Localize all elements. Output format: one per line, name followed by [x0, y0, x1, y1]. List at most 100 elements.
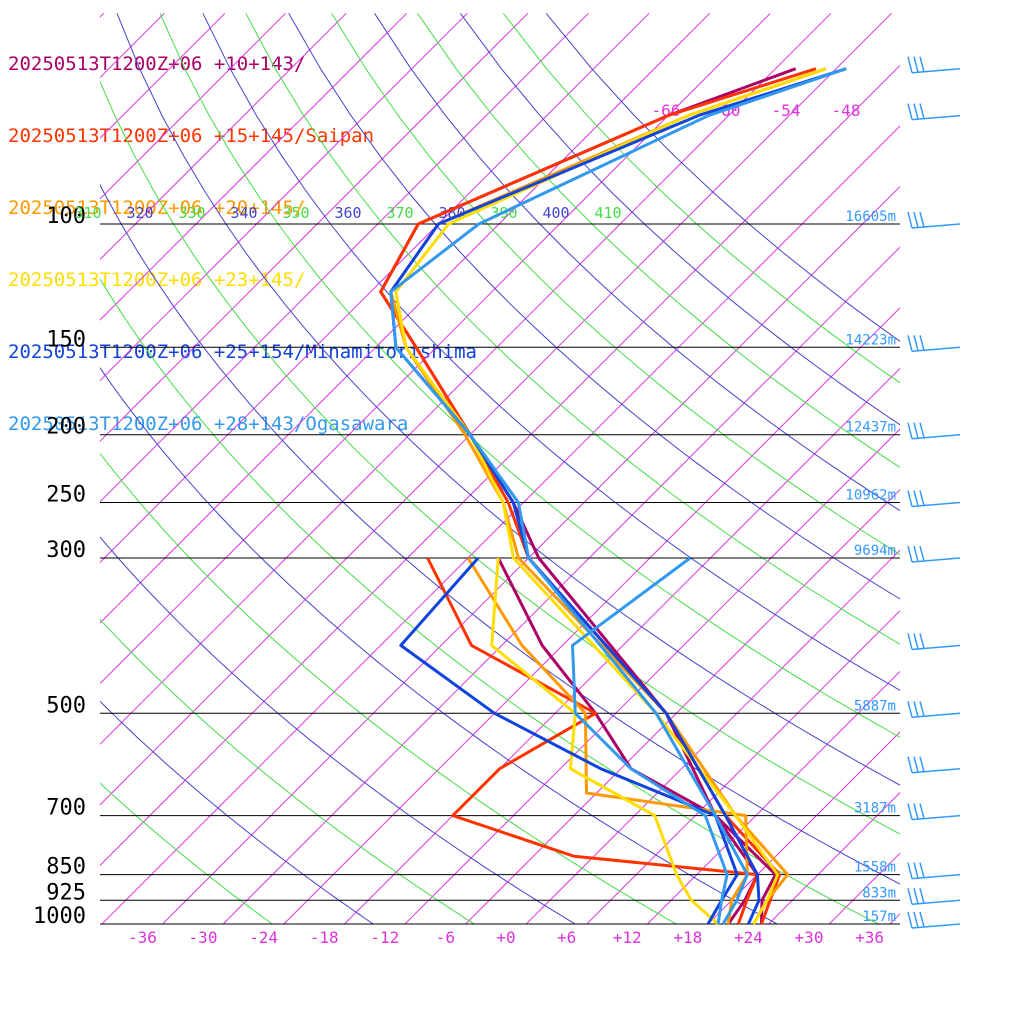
isotherm-line — [828, 852, 900, 924]
legend-item-3: 20250513T1200Z+06 +23+145/ — [8, 269, 306, 291]
isotherm-line — [525, 549, 900, 924]
wind-barb-feather — [919, 103, 925, 119]
sounding-profiles — [379, 67, 847, 926]
isotherm-line — [1011, 13, 1024, 924]
isotherm-line — [100, 12, 771, 685]
dewpoint-line-4 — [399, 557, 739, 925]
isotherm-line — [100, 12, 286, 200]
wind-barb-feather — [913, 756, 919, 773]
dry-adiabat-line — [100, 367, 779, 924]
isotherm-line — [222, 246, 900, 924]
isotherm-line — [100, 12, 408, 321]
temperature-line-5 — [389, 67, 847, 925]
isotherm-line — [162, 185, 900, 924]
wind-barb-feather — [913, 888, 919, 904]
dewpoint-line-5 — [571, 556, 729, 925]
temperature-tick-label: -24 — [249, 928, 278, 947]
isotherm-line — [283, 307, 900, 924]
wind-barb-feather — [919, 911, 925, 928]
dewpoint-line-0 — [496, 557, 759, 925]
dry-adiabat-line — [545, 12, 900, 342]
height-label: 12437m — [845, 420, 896, 436]
dry-adiabat-line — [100, 183, 900, 885]
isotherm-line — [100, 12, 468, 382]
temperature-tick-label: +0 — [496, 928, 515, 947]
wind-barb-feather — [919, 490, 925, 506]
wind-barb-feather — [919, 803, 925, 819]
wind-barbs — [907, 56, 961, 929]
wind-barb-feather — [919, 56, 925, 72]
isotherm-label-top: -48 — [832, 101, 861, 120]
diagram-grid — [0, 12, 1024, 924]
theta-label: 400 — [542, 204, 569, 222]
temperature-tick-label: -36 — [128, 928, 157, 947]
isotherm-line — [586, 610, 900, 924]
isotherm-line — [707, 731, 900, 924]
wind-barb-staff — [911, 767, 961, 774]
height-label: 10962m — [845, 488, 896, 504]
wind-barb-feather — [913, 103, 919, 120]
wind-barb-staff — [911, 67, 961, 74]
legend-item-0: 20250513T1200Z+06 +10+143/ — [8, 53, 306, 75]
height-label: 157m — [862, 909, 896, 925]
wind-barb-staff — [911, 644, 961, 651]
temperature-tick-label: -6 — [436, 928, 455, 947]
wind-barb-feather — [907, 335, 913, 352]
temperature-tick-label: +12 — [613, 928, 642, 947]
dry-adiabat-line — [417, 13, 900, 468]
isotherm-line — [100, 12, 105, 18]
wind-barb-feather — [919, 422, 925, 438]
wind-barb-staff — [911, 923, 961, 929]
height-label: 5887m — [854, 698, 896, 714]
wind-barb-feather — [919, 756, 925, 772]
dewpoint-line-3 — [490, 557, 720, 926]
wind-barb-feather — [913, 911, 919, 928]
wind-barb-feather — [919, 335, 925, 351]
theta-label: 360 — [334, 204, 361, 222]
wind-barb-feather — [907, 756, 913, 773]
temperature-line-0 — [379, 67, 797, 925]
isotherm-line — [950, 13, 1024, 924]
wind-barb-staff — [911, 899, 961, 906]
wind-barb-staff — [911, 712, 961, 719]
dry-adiabat-line — [374, 13, 900, 512]
dry-adiabat-line — [100, 80, 900, 835]
dry-adiabat-line — [245, 13, 900, 645]
temperature-tick-label: +18 — [673, 928, 702, 947]
pressure-tick-label: 200 — [46, 415, 86, 440]
dry-adiabat-line — [459, 13, 900, 426]
dewpoint-line-1 — [426, 557, 759, 925]
isotherm-line — [100, 12, 165, 79]
dry-adiabat-line — [202, 13, 900, 691]
wind-barb-feather — [913, 803, 919, 820]
wind-barb-feather — [907, 888, 913, 905]
wind-barb-feather — [913, 862, 919, 879]
wind-barb-staff — [911, 501, 961, 508]
pressure-tick-label: 850 — [46, 855, 86, 880]
pressure-tick-label: 300 — [46, 538, 86, 563]
dry-adiabat-line — [116, 13, 900, 786]
temperature-line-4 — [389, 67, 847, 925]
pressure-tick-label: 1000 — [33, 904, 86, 929]
temperature-line-3 — [394, 67, 827, 925]
wind-barb-feather — [907, 701, 913, 718]
pressure-tick-label: 100 — [46, 204, 86, 229]
pressure-tick-label: 700 — [46, 796, 86, 821]
theta-label: 310 — [74, 204, 101, 222]
temperature-tick-label: +6 — [557, 928, 576, 947]
isotherm-line — [647, 670, 900, 924]
isotherm-line — [100, 12, 650, 564]
temperature-tick-label: -30 — [189, 928, 218, 947]
wind-barb-feather — [913, 545, 919, 562]
wind-barb-feather — [907, 633, 913, 650]
wind-barb-staff — [911, 557, 961, 563]
pressure-tick-label: 150 — [46, 327, 86, 352]
dry-adiabat-line — [100, 278, 880, 924]
wind-barb-feather — [913, 56, 919, 73]
isotherm-line — [0, 13, 43, 924]
temperature-tick-label: -18 — [310, 928, 339, 947]
height-label: 3187m — [854, 801, 896, 817]
wind-barb-feather — [907, 422, 913, 439]
wind-barb-staff — [911, 433, 961, 440]
wind-barb-staff — [911, 873, 961, 880]
